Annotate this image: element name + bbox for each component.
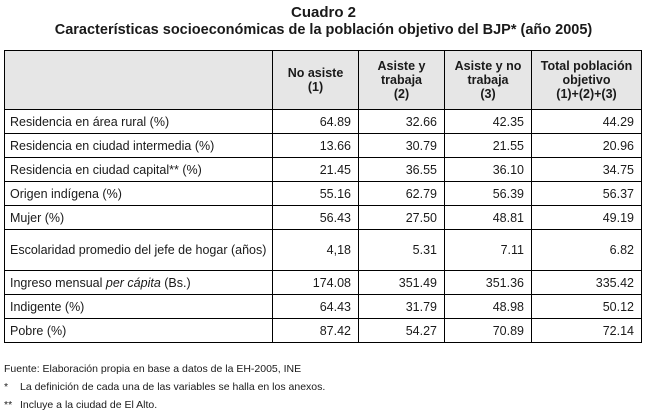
cell-value: 42.35 [444,109,532,134]
cell-value: 56.37 [531,181,642,206]
cell-value: 36.10 [444,157,532,182]
table-row: Ingreso mensual per cápita (Bs.) 174.08 … [4,270,642,295]
cell-value: 36.55 [358,157,445,182]
cell-value: 72.14 [531,318,642,343]
cell-value: 21.55 [444,133,532,158]
header-total: Total población objetivo (1)+(2)+(3) [531,50,642,110]
cell-value: 5.31 [358,229,445,271]
table-row: Mujer (%) 56.43 27.50 48.81 49.19 [4,205,642,230]
cell-value: 44.29 [531,109,642,134]
cell-value: 32.66 [358,109,445,134]
cell-value: 351.36 [444,270,532,295]
row-label: Mujer (%) [4,205,273,230]
table-row: Indigente (%) 64.43 31.79 48.98 50.12 [4,294,642,319]
cell-value: 87.42 [272,318,359,343]
footnote-1-mark: * [4,381,9,393]
table-row: Residencia en área rural (%) 64.89 32.66… [4,109,642,134]
cell-value: 49.19 [531,205,642,230]
header-corner [4,50,273,110]
cell-value: 55.16 [272,181,359,206]
cell-value: 62.79 [358,181,445,206]
title-block: Cuadro 2 Características socioeconómicas… [0,4,647,39]
cell-value: 6.82 [531,229,642,271]
table-row: Escolaridad promedio del jefe de hogar (… [4,229,642,271]
table-row: Pobre (%) 87.42 54.27 70.89 72.14 [4,318,642,343]
cell-value: 351.49 [358,270,445,295]
row-label: Escolaridad promedio del jefe de hogar (… [4,229,273,271]
row-label: Pobre (%) [4,318,273,343]
cell-value: 174.08 [272,270,359,295]
header-row: No asiste (1) Asiste y trabaja (2) Asiste y… [4,50,642,110]
table-title: Cuadro 2 [290,4,356,21]
cell-value: 54.27 [358,318,445,343]
table-row: Residencia en ciudad intermedia (%) 13.6… [4,133,642,158]
cell-value: 20.96 [531,133,642,158]
row-label: Residencia en área rural (%) [4,109,273,134]
cell-value: 335.42 [531,270,642,295]
cell-value: 21.45 [272,157,359,182]
footnote-2-mark: ** [4,399,13,411]
cell-value: 64.89 [272,109,359,134]
footnote-2-text: Incluye a la ciudad de El Alto. [20,399,158,411]
data-table: No asiste (1) Asiste y trabaja (2) Asiste y… [4,50,642,343]
footnote-1-text: La definición de cada una de las variabl… [20,381,326,393]
source-note: Fuente: Elaboración propia en base a dat… [4,363,302,375]
footnote-2: ** Incluye a la ciudad de El Alto. [4,396,325,414]
row-label: Residencia en ciudad capital** (%) [4,157,273,182]
cell-value: 48.81 [444,205,532,230]
cell-value: 31.79 [358,294,445,319]
cell-value: 4,18 [272,229,359,271]
cell-value: 64.43 [272,294,359,319]
cell-value: 34.75 [531,157,642,182]
header-asiste-no-trabaja: Asiste y no trabaja (3) [444,50,532,110]
cell-value: 56.39 [444,181,532,206]
cell-value: 48.98 [444,294,532,319]
row-label: Indigente (%) [4,294,273,319]
cell-value: 56.43 [272,205,359,230]
cell-value: 50.12 [531,294,642,319]
header-no-asiste: No asiste (1) [272,50,359,110]
header-asiste-trabaja: Asiste y trabaja (2) [358,50,445,110]
row-label: Ingreso mensual per cápita (Bs.) [4,270,273,295]
cell-value: 70.89 [444,318,532,343]
footnotes: Fuente: Elaboración propia en base a dat… [4,360,325,414]
cell-value: 27.50 [358,205,445,230]
table-row: Origen indígena (%) 55.16 62.79 56.39 56… [4,181,642,206]
table-subtitle: Características socioeconómicas de la po… [54,22,593,38]
cell-value: 30.79 [358,133,445,158]
cell-value: 13.66 [272,133,359,158]
cell-value: 7.11 [444,229,532,271]
row-label: Origen indígena (%) [4,181,273,206]
row-label: Residencia en ciudad intermedia (%) [4,133,273,158]
footnote-1: * La definición de cada una de las variab… [4,378,325,396]
table-row: Residencia en ciudad capital** (%) 21.45… [4,157,642,182]
